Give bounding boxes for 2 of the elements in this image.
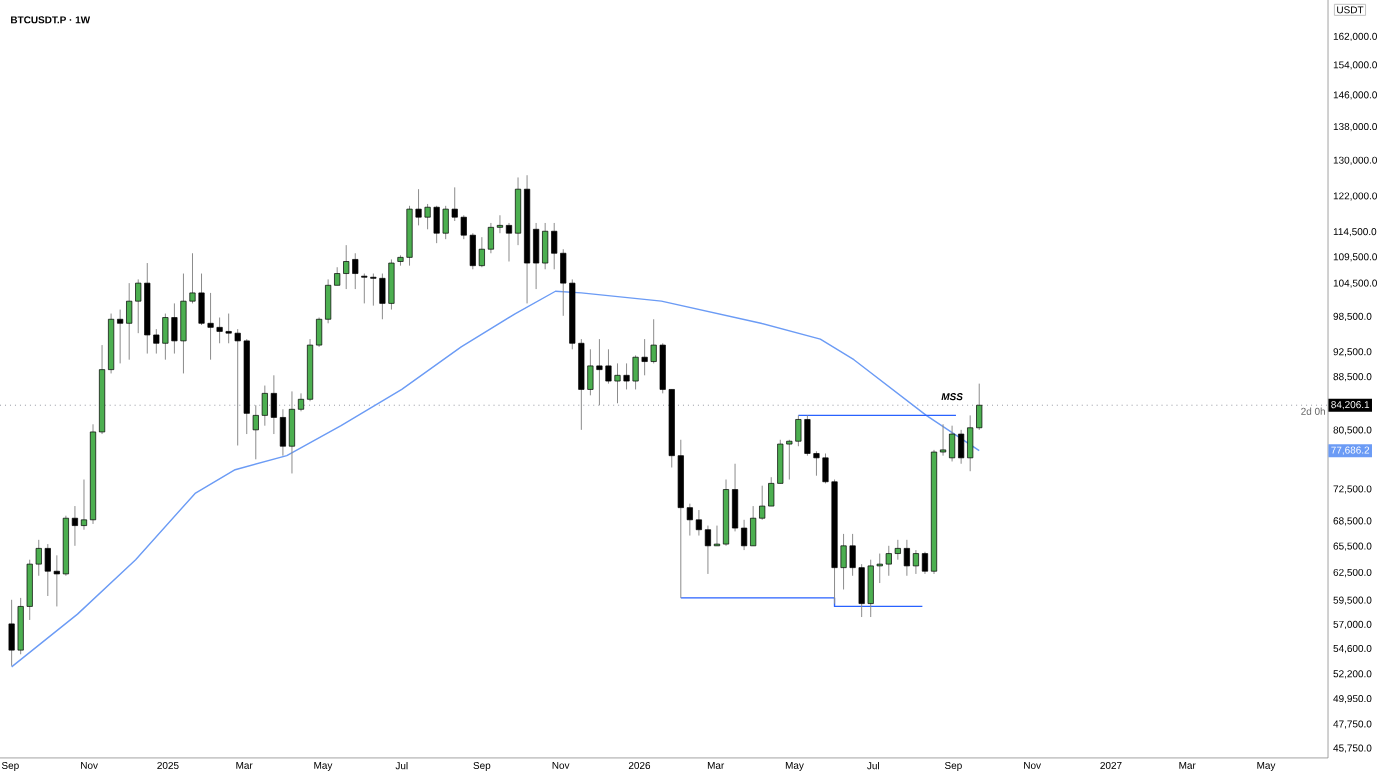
line-series xyxy=(10,290,980,668)
candlestick xyxy=(288,390,296,474)
